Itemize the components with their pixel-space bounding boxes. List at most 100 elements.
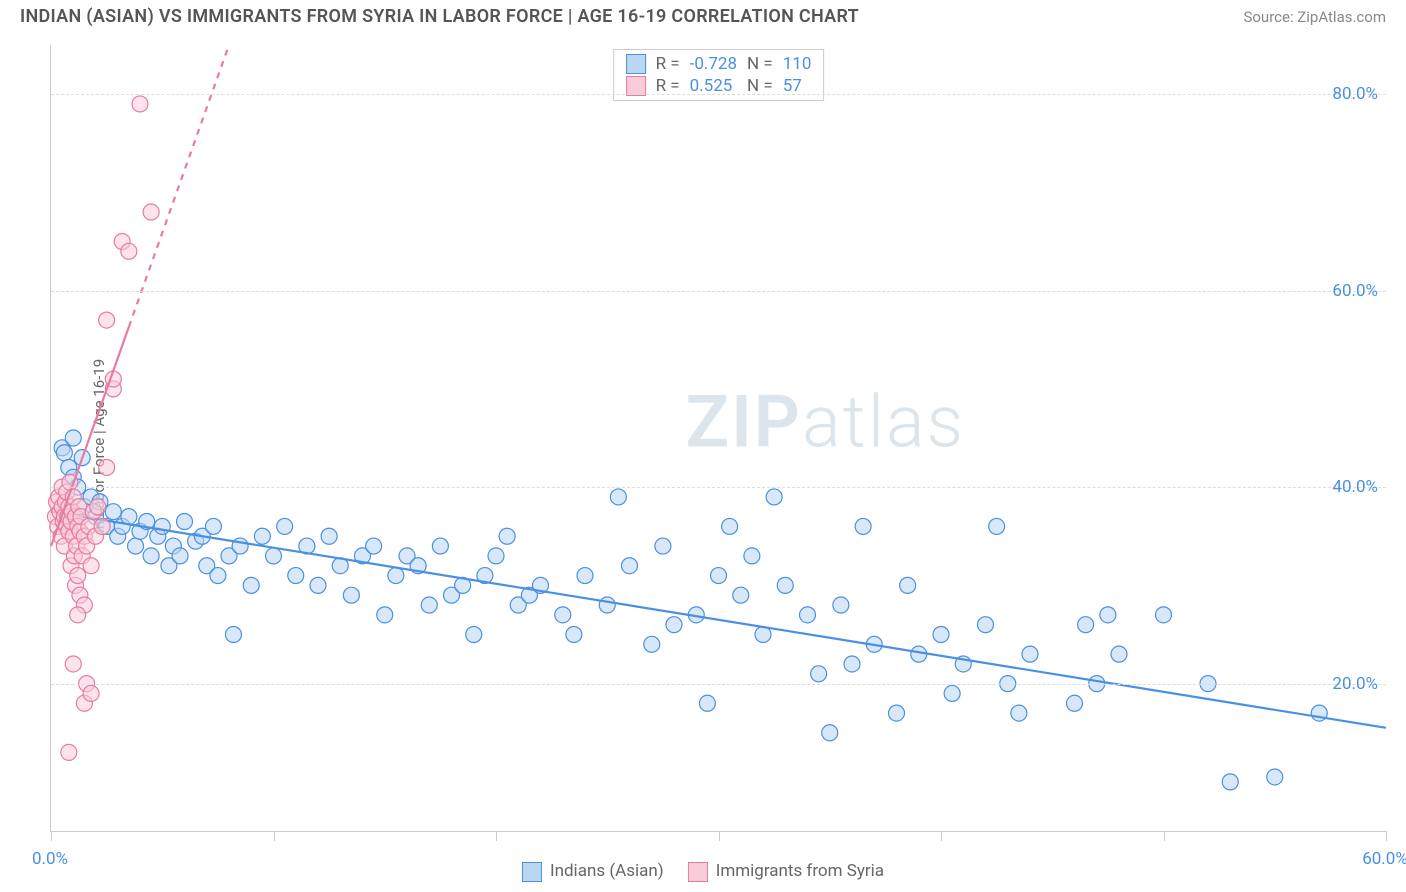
x-tick xyxy=(719,831,720,841)
legend-swatch xyxy=(688,862,708,882)
data-point xyxy=(466,627,482,643)
data-point xyxy=(90,499,106,515)
data-point xyxy=(900,577,916,593)
trendline-dashed xyxy=(129,45,229,327)
data-point xyxy=(777,577,793,593)
stat-label: R = xyxy=(656,54,680,74)
data-point xyxy=(555,607,571,623)
data-point xyxy=(99,312,115,328)
data-point xyxy=(210,568,226,584)
data-point xyxy=(1067,695,1083,711)
data-point xyxy=(277,518,293,534)
data-point xyxy=(722,518,738,534)
data-point xyxy=(733,587,749,603)
data-point xyxy=(128,538,144,554)
data-point xyxy=(105,504,121,520)
legend-swatch xyxy=(522,862,542,882)
data-point xyxy=(1267,769,1283,785)
data-point xyxy=(343,587,359,603)
data-point xyxy=(655,538,671,554)
data-point xyxy=(94,518,110,534)
data-point xyxy=(944,685,960,701)
data-point xyxy=(143,548,159,564)
data-point xyxy=(65,656,81,672)
data-point xyxy=(744,548,760,564)
data-point xyxy=(121,509,137,525)
data-point xyxy=(811,666,827,682)
data-point xyxy=(1222,774,1238,790)
trendline xyxy=(51,512,1386,728)
data-point xyxy=(254,528,270,544)
stat-value-r: 0.525 xyxy=(690,76,737,96)
gridline-h xyxy=(51,487,1386,488)
data-point xyxy=(577,568,593,584)
stat-value-r: -0.728 xyxy=(690,54,737,74)
legend-label: Indians (Asian) xyxy=(550,861,664,881)
data-point xyxy=(65,430,81,446)
bottom-legend: Indians (Asian) Immigrants from Syria xyxy=(522,861,884,882)
data-point xyxy=(154,518,170,534)
y-tick-label: 60.0% xyxy=(1332,281,1378,301)
data-point xyxy=(83,558,99,574)
data-point xyxy=(1156,607,1172,623)
data-point xyxy=(177,514,193,530)
data-point xyxy=(172,548,188,564)
data-point xyxy=(243,577,259,593)
data-point xyxy=(225,627,241,643)
data-point xyxy=(833,597,849,613)
data-point xyxy=(366,538,382,554)
data-point xyxy=(99,459,115,475)
chart-plot-area: ZIPatlas R =-0.728N =110R =0.525N =57 20… xyxy=(50,45,1386,832)
x-tick-label-left: 0.0% xyxy=(32,849,68,869)
gridline-h xyxy=(51,684,1386,685)
x-tick xyxy=(941,831,942,841)
legend-item: Indians (Asian) xyxy=(522,861,664,882)
data-point xyxy=(377,607,393,623)
data-point xyxy=(83,685,99,701)
data-point xyxy=(310,577,326,593)
x-tick-label-right: 60.0% xyxy=(1362,849,1406,869)
stat-label: N = xyxy=(747,54,773,74)
data-point xyxy=(855,518,871,534)
data-point xyxy=(56,445,72,461)
data-point xyxy=(622,558,638,574)
data-point xyxy=(844,656,860,672)
data-point xyxy=(889,705,905,721)
data-point xyxy=(699,695,715,711)
legend-swatch xyxy=(626,54,646,74)
legend-label: Immigrants from Syria xyxy=(716,861,884,881)
data-point xyxy=(766,489,782,505)
data-point xyxy=(388,568,404,584)
x-tick xyxy=(1164,831,1165,841)
gridline-h xyxy=(51,94,1386,95)
data-point xyxy=(800,607,816,623)
data-point xyxy=(989,518,1005,534)
legend-swatch xyxy=(626,76,646,96)
data-point xyxy=(143,204,159,220)
data-point xyxy=(288,568,304,584)
stat-label: R = xyxy=(656,76,680,96)
y-tick-label: 40.0% xyxy=(1332,477,1378,497)
data-point xyxy=(1011,705,1027,721)
data-point xyxy=(566,627,582,643)
x-tick xyxy=(496,831,497,841)
x-tick xyxy=(1386,831,1387,841)
stat-label: N = xyxy=(747,76,773,96)
data-point xyxy=(822,725,838,741)
data-point xyxy=(70,607,86,623)
data-point xyxy=(121,243,137,259)
y-tick-label: 20.0% xyxy=(1332,674,1378,694)
data-point xyxy=(205,518,221,534)
data-point xyxy=(933,627,949,643)
data-point xyxy=(644,636,660,652)
data-point xyxy=(1078,617,1094,633)
data-point xyxy=(599,597,615,613)
chart-source: Source: ZipAtlas.com xyxy=(1243,8,1386,26)
data-point xyxy=(978,617,994,633)
data-point xyxy=(1022,646,1038,662)
x-tick xyxy=(274,831,275,841)
data-point xyxy=(1111,646,1127,662)
chart-title: INDIAN (ASIAN) VS IMMIGRANTS FROM SYRIA … xyxy=(20,6,859,27)
data-point xyxy=(61,744,77,760)
gridline-h xyxy=(51,291,1386,292)
